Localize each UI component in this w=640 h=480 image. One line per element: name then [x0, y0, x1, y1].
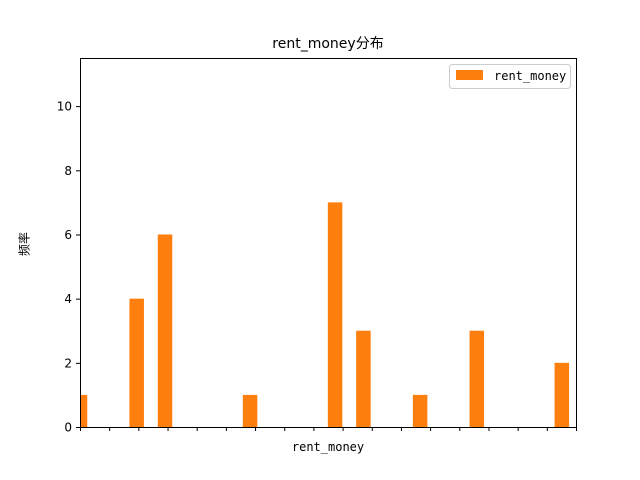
- bar-6: [242, 394, 258, 427]
- legend-label: rent_money: [494, 69, 566, 83]
- y-tick-label-4: 4: [64, 292, 72, 306]
- y-tick-label-6: 6: [64, 228, 72, 242]
- bar-2: [129, 298, 144, 427]
- bar-0: [80, 394, 88, 427]
- legend-swatch: [456, 70, 483, 80]
- y-tick-label-0: 0: [64, 421, 72, 435]
- legend: rent_money: [449, 64, 571, 89]
- bar-12: [412, 394, 428, 427]
- y-tick-label-10: 10: [57, 100, 72, 114]
- y-tick-label-8: 8: [64, 164, 72, 178]
- bar-17: [554, 362, 570, 427]
- bar-9: [327, 202, 343, 427]
- x-axis-label: rent_money: [291, 440, 365, 454]
- bars-group: [80, 202, 570, 427]
- bar-14: [469, 330, 485, 427]
- bar-3: [157, 234, 173, 427]
- bar-10: [356, 330, 371, 427]
- y-ticks-group: 0 2 4 6 8 10: [57, 100, 80, 435]
- plot-area-frame: [80, 58, 577, 428]
- chart-title: rent_money分布: [272, 36, 384, 52]
- y-tick-label-2: 2: [64, 356, 72, 370]
